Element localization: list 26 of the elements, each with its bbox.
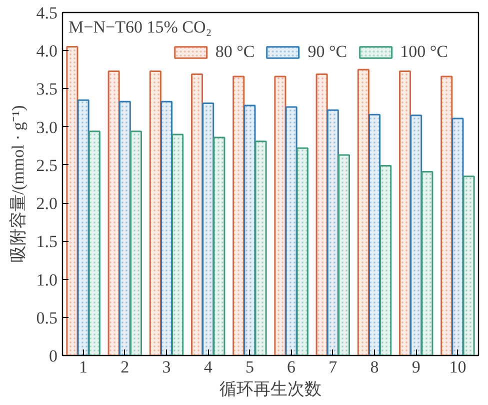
- chart-title: M−N−T60 15% CO₂: [68, 18, 212, 36]
- x-tick-label: 7: [328, 358, 338, 376]
- legend-label: 90 °C: [308, 42, 348, 62]
- x-axis-title: 循环再生次数: [220, 380, 322, 398]
- y-tick-label: 2.0: [36, 194, 58, 214]
- legend-label: 80 °C: [215, 42, 255, 62]
- legend-label: 100 °C: [400, 42, 448, 62]
- x-tick-label: 9: [412, 358, 420, 376]
- y-tick-label: 3.5: [36, 80, 58, 99]
- y-tick-label: 0: [49, 346, 58, 366]
- y-axis-title: 吸附容量/(mmol · g⁻¹): [8, 105, 28, 263]
- y-tick-label: 0.5: [36, 308, 58, 328]
- x-tick-label: 3: [162, 358, 171, 376]
- x-tick-label: 5: [245, 358, 254, 376]
- y-tick-label: 4.5: [36, 4, 58, 22]
- y-tick-label: 2.5: [36, 156, 58, 175]
- x-tick-label: 4: [204, 358, 213, 376]
- x-tick-label: 2: [120, 358, 130, 376]
- y-tick-label: 4.0: [36, 42, 58, 61]
- x-tick-label: 10: [449, 358, 466, 376]
- x-tick-label: 6: [287, 358, 296, 376]
- y-tick-label: 1.0: [36, 270, 58, 290]
- x-tick-label: 1: [79, 358, 88, 376]
- y-tick-label: 1.5: [36, 232, 58, 252]
- y-tick-label: 3.0: [36, 118, 58, 137]
- x-tick-label: 8: [370, 358, 379, 376]
